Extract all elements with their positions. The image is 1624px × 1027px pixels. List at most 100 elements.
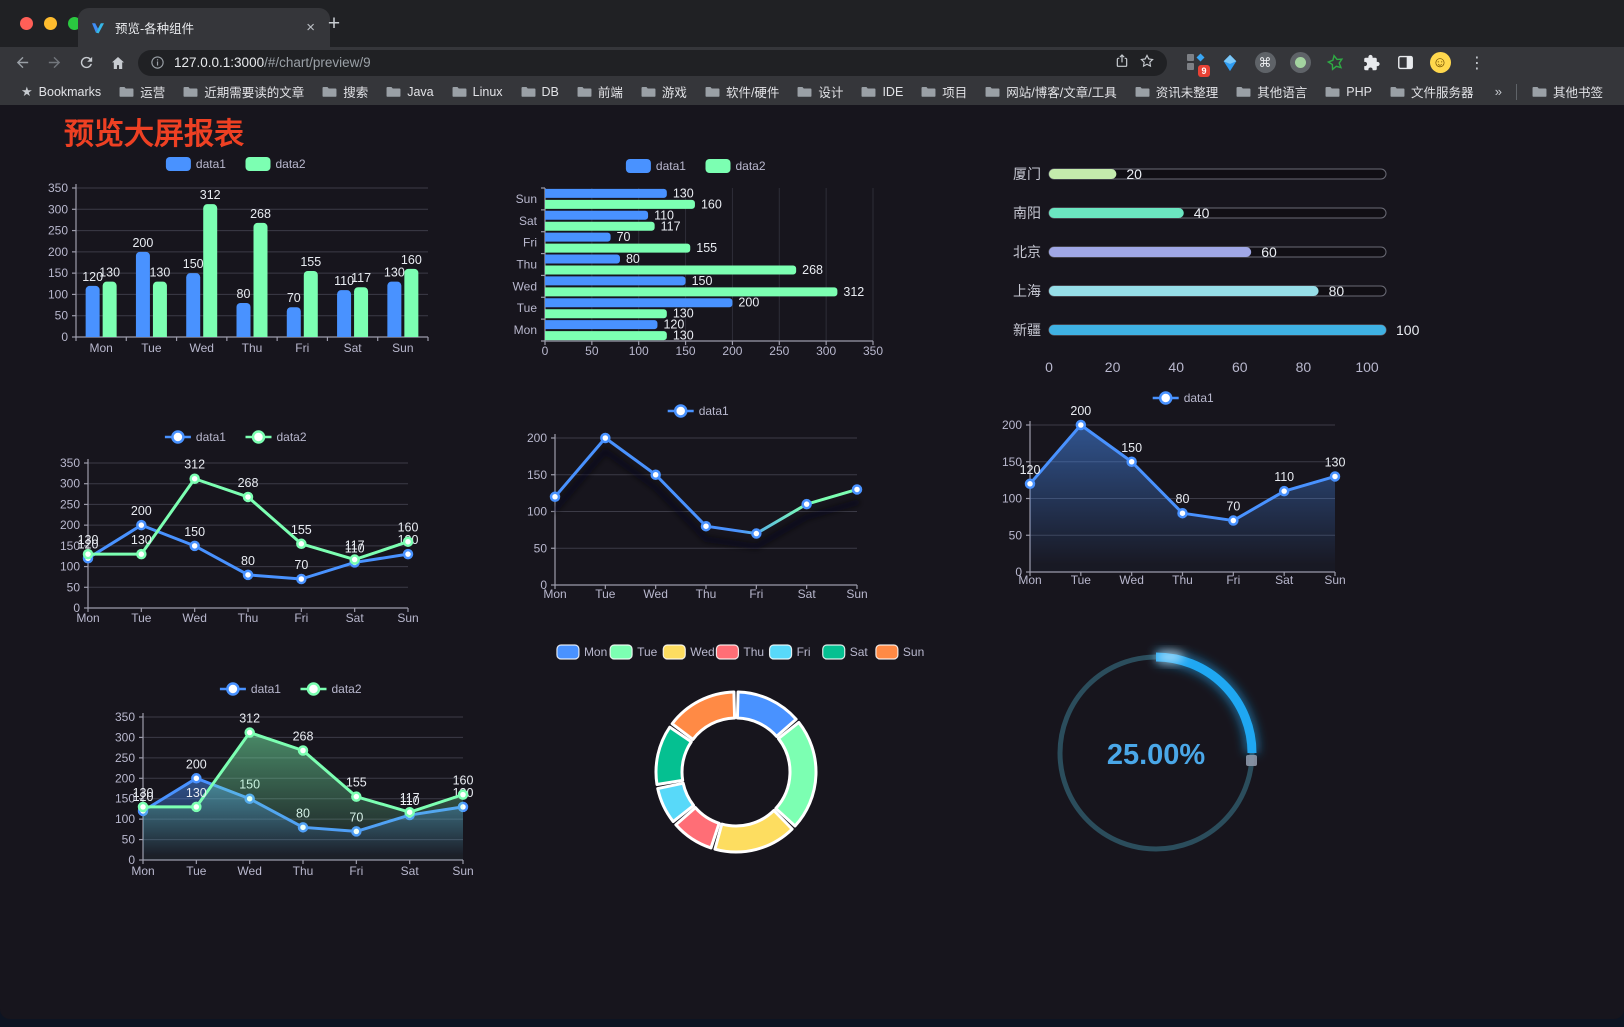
bookmark-folder[interactable]: DB: [512, 85, 568, 99]
bookmark-folder[interactable]: 资讯未整理: [1126, 82, 1228, 101]
svg-text:160: 160: [453, 774, 474, 788]
legend-item-data1[interactable]: data1: [1152, 391, 1214, 405]
new-tab-button[interactable]: +: [327, 12, 341, 35]
donut-segment-Mon[interactable]: [735, 690, 798, 738]
bookmark-folder[interactable]: 其他语言: [1227, 82, 1316, 101]
bookmark-folder[interactable]: 网站/博客/文章/工具: [976, 82, 1125, 101]
donut-segment-Thu[interactable]: [674, 806, 721, 850]
svg-text:300: 300: [816, 344, 836, 358]
bookmark-folder[interactable]: 搜索: [313, 82, 377, 101]
tab-favicon: [92, 22, 104, 33]
svg-text:Tue: Tue: [595, 587, 616, 601]
legend-item-data1[interactable]: data1: [625, 159, 686, 173]
tab-close-icon[interactable]: ×: [306, 19, 315, 36]
svg-text:Sun: Sun: [846, 587, 867, 601]
svg-text:南阳: 南阳: [1013, 205, 1041, 221]
bookmark-folder[interactable]: 文件服务器: [1381, 82, 1483, 101]
emoji-profile-icon[interactable]: ☺: [1428, 51, 1452, 75]
svg-text:Mon: Mon: [89, 341, 112, 355]
svg-text:20: 20: [1105, 359, 1121, 375]
site-info-icon[interactable]: [150, 55, 165, 70]
back-icon[interactable]: [10, 51, 34, 75]
close-window-button[interactable]: [20, 17, 33, 30]
command-extension-icon[interactable]: ⌘: [1253, 51, 1277, 75]
extension-grid-icon[interactable]: 9: [1183, 51, 1210, 77]
legend-item-data1[interactable]: data1: [219, 682, 281, 696]
side-panel-icon[interactable]: [1393, 51, 1417, 75]
svg-text:Mon: Mon: [1018, 573, 1041, 587]
bookmarks-manager[interactable]: ★ Bookmarks: [12, 84, 110, 100]
svg-text:50: 50: [122, 833, 136, 847]
donut-segment-Wed[interactable]: [713, 808, 794, 854]
city-progress-chart[interactable]: 厦门 20 南阳 40 北京 60 上海 80 新疆 100 0 20 40 60 80 100: [985, 150, 1425, 385]
forward-icon[interactable]: [42, 51, 66, 75]
svg-text:312: 312: [843, 285, 864, 299]
percentage-gauge-chart[interactable]: 25.00%: [1046, 643, 1266, 863]
svg-text:268: 268: [238, 476, 259, 490]
bookmark-star-icon[interactable]: [1139, 53, 1155, 72]
horizontal-bar-chart[interactable]: data1 data2 0 50 100 150 200 250 300 350 Sun 130 160…: [505, 152, 890, 364]
share-icon[interactable]: [1114, 53, 1130, 72]
url-bar[interactable]: 127.0.0.1:3000/#/chart/preview/9: [138, 49, 1167, 76]
area-line-chart[interactable]: data1 0 50 100 150 200 Mon Tue Wed Thu Fri Sat Sun 12…: [990, 385, 1380, 595]
svg-text:120: 120: [78, 537, 99, 551]
browser-menu-icon[interactable]: ⋮: [1469, 54, 1485, 72]
svg-text:data2: data2: [277, 430, 307, 444]
donut-segment-Fri[interactable]: [656, 781, 696, 824]
reload-icon[interactable]: [74, 51, 98, 75]
bookmark-folder[interactable]: 游戏: [632, 82, 696, 101]
legend-item-Sat[interactable]: Sat: [822, 644, 869, 660]
bookmark-folder[interactable]: 前端: [568, 82, 632, 101]
legend-item-Tue[interactable]: Tue: [609, 644, 658, 660]
legend-item-data2[interactable]: data2: [300, 682, 362, 696]
grouped-bar-chart[interactable]: data1 data2 0 50 100 150 200 250 300 350 Mon Tue Wed…: [40, 150, 435, 362]
legend-item-data2[interactable]: data2: [245, 430, 307, 444]
bookmark-folder[interactable]: 软件/硬件: [696, 82, 788, 101]
svg-text:Sat: Sat: [519, 214, 538, 228]
legend-item-Sun[interactable]: Sun: [875, 644, 924, 660]
bookmarks-overflow-chevron[interactable]: »: [1494, 84, 1502, 99]
browser-tab[interactable]: 预览-各种组件 ×: [78, 8, 330, 47]
weekday-donut-chart[interactable]: Mon Tue Wed Thu Fri Sat Sun: [550, 638, 930, 883]
bookmark-folder[interactable]: 项目: [912, 82, 976, 101]
svg-text:110: 110: [400, 794, 420, 808]
bookmark-folder[interactable]: Linux: [443, 85, 512, 99]
svg-text:350: 350: [115, 710, 135, 724]
bookmark-folder[interactable]: 设计: [788, 82, 852, 101]
zoom-window-button[interactable]: [68, 17, 81, 30]
legend-item-data1[interactable]: data1: [165, 157, 226, 171]
bookmark-folder[interactable]: 近期需要读的文章: [174, 82, 313, 101]
folder-icon: [521, 87, 535, 97]
legend-item-data2[interactable]: data2: [245, 157, 306, 171]
legend-item-Mon[interactable]: Mon: [556, 644, 607, 660]
bookmark-folder[interactable]: 运营: [110, 82, 174, 101]
recorder-extension-icon[interactable]: [1288, 51, 1312, 75]
home-icon[interactable]: [106, 51, 130, 75]
legend-item-data1[interactable]: data1: [667, 404, 729, 418]
two-series-line-chart[interactable]: data1 data2 0 50 100 150 200 250 300 350 Mon Tue Wed…: [40, 423, 435, 638]
green-star-extension-icon[interactable]: [1323, 51, 1347, 75]
bookmark-folder[interactable]: Java: [377, 85, 442, 99]
bookmarks-bar: ★ Bookmarks 运营 近期需要读的文章 搜索 Java Linux DB 前端 游戏软…: [0, 78, 1624, 105]
svg-text:150: 150: [60, 539, 80, 553]
legend-item-data1[interactable]: data1: [164, 430, 226, 444]
bookmark-folder[interactable]: IDE: [852, 85, 912, 99]
bookmark-folder[interactable]: PHP: [1316, 85, 1381, 99]
svg-text:20: 20: [1126, 166, 1142, 182]
legend-item-data2[interactable]: data2: [705, 159, 766, 173]
donut-segment-Sun[interactable]: [670, 690, 737, 741]
donut-segment-Tue[interactable]: [774, 720, 818, 828]
other-bookmarks-folder[interactable]: 其他书签: [1523, 82, 1612, 101]
extensions-puzzle-icon[interactable]: [1358, 51, 1382, 75]
blue-kite-extension-icon[interactable]: [1218, 51, 1242, 75]
legend-item-Wed[interactable]: Wed: [662, 644, 715, 660]
minimize-window-button[interactable]: [44, 17, 57, 30]
svg-text:40: 40: [1168, 359, 1184, 375]
two-series-area-chart[interactable]: data1 data2 0 50 100 150 200 250 300 350 Mon Tue Wed…: [95, 675, 490, 887]
legend-item-Fri[interactable]: Fri: [768, 644, 811, 660]
svg-text:130: 130: [673, 307, 694, 321]
gradient-line-chart[interactable]: data1 0 50 100 150 200 Mon Tue Wed Thu Fri Sat Sun: [505, 397, 895, 609]
donut-segment-Sat[interactable]: [654, 725, 693, 786]
svg-text:Sat: Sat: [798, 587, 817, 601]
legend-item-Thu[interactable]: Thu: [715, 644, 764, 660]
